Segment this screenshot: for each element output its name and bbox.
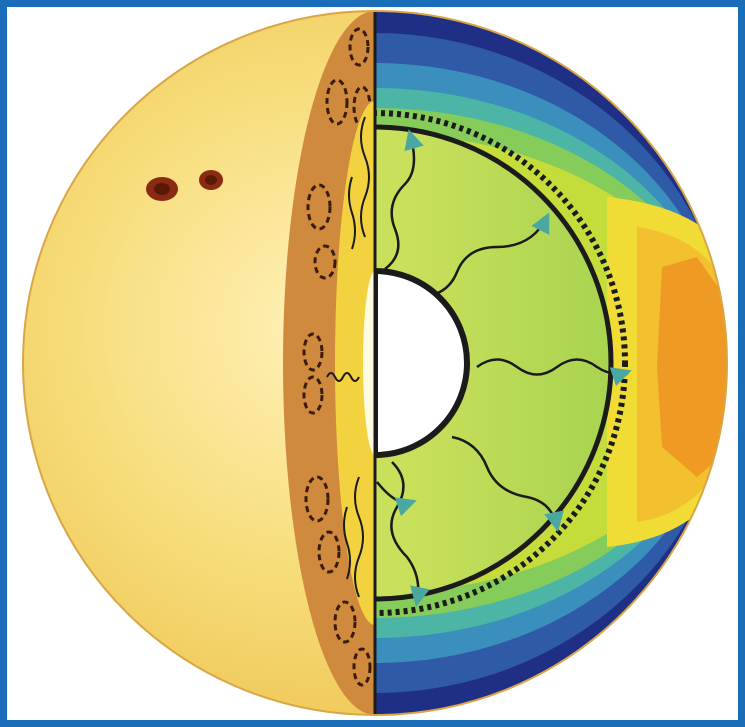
photosphere-disc: [23, 11, 375, 715]
energy-path-1: [384, 129, 424, 270]
core-half-disc: [375, 267, 470, 459]
energy-path-3: [476, 358, 632, 387]
sun-interior-diagram: [22, 10, 728, 716]
left-hemisphere: [23, 11, 375, 715]
energy-path-4: [451, 435, 564, 532]
energy-path-6: [376, 481, 417, 517]
sphere-outline: [22, 10, 728, 716]
solid-boundary: [375, 124, 614, 602]
contour-level-9: [657, 257, 727, 477]
convection-cells: [302, 27, 372, 687]
left-energy-paths: [326, 116, 370, 598]
core-sliver: [363, 271, 375, 455]
radiative-zone-band: [335, 101, 375, 625]
energy-path-5: [390, 461, 430, 607]
energy-path-2: [416, 212, 550, 299]
sunspots: [146, 170, 223, 201]
right-energy-paths: [376, 129, 632, 607]
right-hemisphere: [375, 11, 727, 715]
inner-region: [375, 127, 611, 599]
dashed-boundary: [375, 110, 628, 616]
